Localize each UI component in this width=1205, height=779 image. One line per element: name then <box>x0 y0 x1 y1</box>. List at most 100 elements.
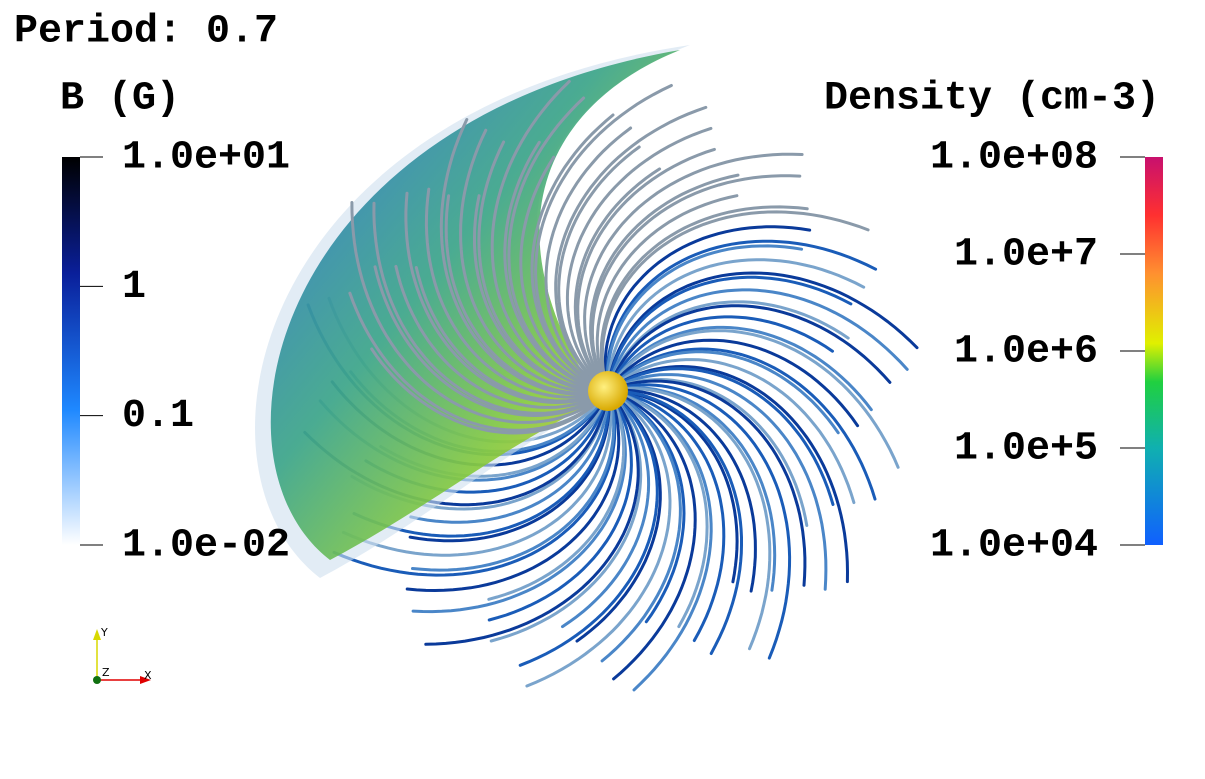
field-line <box>444 194 592 396</box>
field-line <box>621 367 835 506</box>
field-line <box>611 288 909 376</box>
field-line <box>408 407 611 543</box>
colorbar-title: B (G) <box>60 77 180 122</box>
field-line <box>616 325 873 412</box>
field-lines-front <box>348 79 870 435</box>
field-line <box>561 402 651 629</box>
field-line <box>473 194 592 392</box>
colorbar-title: Density (cm-3) <box>824 77 1160 122</box>
field-line <box>573 167 662 379</box>
field-line <box>624 392 726 642</box>
field-line <box>519 155 593 386</box>
field-line <box>624 388 757 593</box>
field-line <box>616 329 900 469</box>
tick-label: 1.0e+6 <box>954 330 1098 375</box>
axes-glyph: Y Z X <box>93 626 152 684</box>
z-axis <box>93 676 101 684</box>
field-line <box>618 338 860 428</box>
field-line <box>372 201 595 415</box>
field-line <box>622 397 686 624</box>
field-line <box>605 239 878 375</box>
field-line <box>487 405 626 601</box>
field-line <box>606 244 804 375</box>
field-line <box>414 266 593 403</box>
field-line <box>576 147 716 379</box>
field-line <box>554 105 708 382</box>
field-line <box>624 390 743 655</box>
field-line <box>623 394 713 692</box>
field-line <box>411 407 616 572</box>
field-line <box>405 406 621 593</box>
field-line <box>370 347 597 435</box>
field-line <box>439 118 592 396</box>
tick-label: 1 <box>122 265 146 310</box>
tick-label: 1.0e+01 <box>122 136 290 181</box>
colorbar-ticks: 1.0e+01 1 0.1 1.0e-02 <box>80 136 290 569</box>
field-line <box>490 79 592 390</box>
field-line <box>575 400 662 643</box>
field-line <box>623 379 807 587</box>
axis-label: X <box>144 669 152 682</box>
field-line <box>507 96 593 388</box>
field-line <box>612 396 697 681</box>
field-line <box>373 265 595 418</box>
field-line <box>341 407 613 557</box>
field-line <box>544 126 633 383</box>
field-line <box>409 407 609 524</box>
title: Period: 0.7 <box>14 10 278 55</box>
field-line <box>348 291 597 432</box>
field-line <box>477 140 592 392</box>
field-line <box>624 386 772 651</box>
field-line <box>612 300 850 376</box>
field-line <box>609 271 919 375</box>
field-line <box>624 386 777 592</box>
arrow <box>93 629 101 640</box>
field-line <box>623 383 792 660</box>
star <box>588 371 628 411</box>
field-line <box>534 84 673 384</box>
field-line <box>459 128 592 394</box>
field-line <box>350 201 596 424</box>
axis-label: Y <box>100 626 108 639</box>
field-line <box>623 394 709 629</box>
colorbar <box>62 157 80 545</box>
tick-label: 1.0e+5 <box>954 427 1098 472</box>
field-line <box>600 210 870 375</box>
field-line <box>600 398 682 663</box>
field-lines <box>303 225 919 692</box>
field-line <box>489 403 643 643</box>
field-line <box>607 258 866 375</box>
field-line <box>624 390 739 584</box>
tick-label: 1.0e-02 <box>122 524 290 569</box>
field-line <box>620 358 856 505</box>
axis-label: Z <box>102 666 110 679</box>
field-line <box>565 126 713 380</box>
field-line <box>623 377 809 527</box>
field-line <box>557 145 641 381</box>
field-line <box>583 152 804 378</box>
arrow <box>140 676 151 684</box>
field-line <box>424 187 593 399</box>
field-line <box>619 347 877 501</box>
field-line <box>603 225 812 375</box>
field-line <box>599 205 809 376</box>
field-line <box>352 407 610 538</box>
field-line <box>411 405 627 614</box>
field-line <box>525 399 672 688</box>
tick-label: 1.0e+04 <box>930 524 1098 569</box>
field-line <box>503 140 593 388</box>
field-line <box>518 401 659 667</box>
field-line <box>394 264 594 409</box>
field-line <box>613 304 892 384</box>
field-line <box>530 113 615 385</box>
field-line <box>590 174 802 377</box>
field-line <box>621 364 850 584</box>
field-line <box>404 191 593 405</box>
field-line <box>589 173 740 377</box>
field-line <box>609 275 853 375</box>
field-line <box>595 194 739 376</box>
field-line <box>332 406 617 577</box>
colorbar <box>1145 157 1163 545</box>
field-line <box>622 373 828 591</box>
